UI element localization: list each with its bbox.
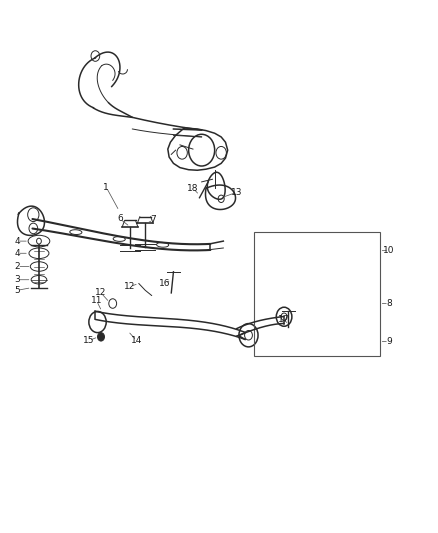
Text: 15: 15 bbox=[83, 336, 95, 345]
Text: 9: 9 bbox=[386, 337, 392, 346]
Text: 14: 14 bbox=[131, 336, 142, 345]
Circle shape bbox=[98, 333, 105, 341]
Text: 10: 10 bbox=[383, 246, 395, 255]
Text: 5: 5 bbox=[14, 286, 20, 295]
Text: 3: 3 bbox=[14, 275, 20, 284]
Bar bbox=[254, 232, 379, 357]
Text: 16: 16 bbox=[159, 279, 170, 288]
Text: 17: 17 bbox=[278, 315, 290, 324]
Text: 4: 4 bbox=[14, 249, 20, 258]
Text: 12: 12 bbox=[124, 282, 136, 291]
Text: 12: 12 bbox=[95, 288, 107, 297]
Text: 8: 8 bbox=[386, 299, 392, 308]
Text: 4: 4 bbox=[14, 237, 20, 246]
Text: 1: 1 bbox=[103, 183, 109, 192]
Text: 6: 6 bbox=[117, 214, 123, 223]
Text: 18: 18 bbox=[187, 184, 199, 193]
Text: 7: 7 bbox=[150, 215, 156, 224]
Text: 11: 11 bbox=[91, 296, 102, 305]
Text: 13: 13 bbox=[230, 188, 242, 197]
Text: 2: 2 bbox=[14, 262, 20, 271]
